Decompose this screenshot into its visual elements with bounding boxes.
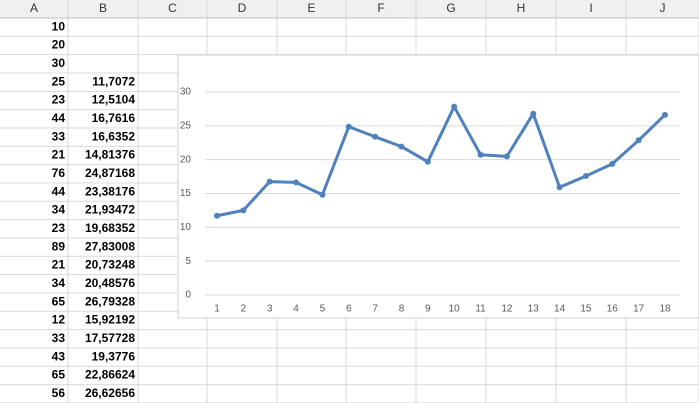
y-tick-label: 15 xyxy=(180,188,192,199)
cell: 16,7616 xyxy=(92,111,136,125)
column-header: I xyxy=(589,1,592,15)
cell: 65 xyxy=(52,368,66,382)
y-tick-label: 20 xyxy=(180,154,192,165)
cell: 76 xyxy=(52,166,66,180)
cell: 14,81376 xyxy=(85,148,135,162)
point xyxy=(556,184,563,191)
x-tick-label: 2 xyxy=(241,304,247,315)
point xyxy=(214,212,220,219)
x-tick-label: 7 xyxy=(372,304,378,315)
x-tick-label: 12 xyxy=(501,304,513,315)
cell: 30 xyxy=(52,56,66,70)
column-header: E xyxy=(307,1,315,15)
point xyxy=(293,179,300,186)
column-header: B xyxy=(99,1,107,15)
chart-area[interactable] xyxy=(177,54,699,319)
cell: 20,73248 xyxy=(85,258,135,272)
x-tick-label: 14 xyxy=(554,304,566,315)
cell: 65 xyxy=(52,294,66,308)
column-header-bar xyxy=(0,0,699,18)
point xyxy=(451,103,458,110)
cell: 25 xyxy=(52,74,66,88)
y-tick-label: 5 xyxy=(185,256,191,267)
cell: 19,68352 xyxy=(85,221,135,235)
x-tick-label: 3 xyxy=(267,304,273,315)
x-tick-label: 10 xyxy=(449,304,461,315)
column-header: D xyxy=(238,1,247,15)
cell: 16,6352 xyxy=(92,129,136,143)
cell: 12 xyxy=(52,313,66,327)
point xyxy=(345,123,352,130)
cell: 15,92192 xyxy=(85,313,135,327)
column-header: G xyxy=(446,1,455,15)
cell: 23 xyxy=(52,221,66,235)
point xyxy=(424,158,431,165)
cell: 10 xyxy=(52,19,66,33)
y-tick-label: 0 xyxy=(185,290,191,301)
y-tick-label: 10 xyxy=(180,222,192,233)
column-header: H xyxy=(517,1,526,15)
line xyxy=(216,105,667,218)
point xyxy=(477,151,484,158)
cell: 26,62656 xyxy=(85,386,135,400)
cell: 26,79328 xyxy=(85,294,135,308)
cell: 34 xyxy=(52,203,66,217)
point xyxy=(240,207,247,214)
column-header: A xyxy=(30,1,38,15)
x-tick-label: 9 xyxy=(425,304,431,315)
cell: 44 xyxy=(52,111,66,125)
column-header: C xyxy=(168,1,177,15)
cell: 21,93472 xyxy=(85,203,135,217)
x-tick-label: 13 xyxy=(528,304,540,315)
point xyxy=(266,178,273,185)
x-tick-label: 4 xyxy=(293,304,299,315)
point xyxy=(503,153,510,160)
column-header: J xyxy=(660,1,666,15)
cell: 20 xyxy=(52,38,66,52)
cell: 56 xyxy=(52,386,66,400)
x-tick-label: 1 xyxy=(214,304,220,315)
cell: 22,86624 xyxy=(85,368,135,382)
y-tick-label: 30 xyxy=(180,87,192,98)
cell: 12,5104 xyxy=(92,93,136,107)
cell: 33 xyxy=(52,331,66,345)
cell: 20,48576 xyxy=(85,276,135,290)
point xyxy=(372,133,379,140)
cell: 33 xyxy=(52,129,66,143)
cell: 19,3776 xyxy=(92,349,136,363)
point xyxy=(662,111,668,118)
point xyxy=(609,160,616,167)
point xyxy=(398,143,405,150)
x-tick-label: 8 xyxy=(399,304,405,315)
cell: 43 xyxy=(52,349,66,363)
point xyxy=(582,173,589,180)
x-tick-label: 11 xyxy=(475,304,486,315)
x-tick-label: 18 xyxy=(659,304,671,315)
cell: 27,83008 xyxy=(85,239,135,253)
cell: 17,57728 xyxy=(85,331,135,345)
x-tick-label: 16 xyxy=(607,304,619,315)
cell: 23 xyxy=(52,93,66,107)
cell: 11,7072 xyxy=(92,74,135,88)
column-header: F xyxy=(377,1,384,15)
cell: 21 xyxy=(52,258,66,272)
cell: 89 xyxy=(52,239,66,253)
x-tick-label: 5 xyxy=(320,304,326,315)
y-tick-label: 25 xyxy=(180,120,192,131)
point xyxy=(530,110,537,117)
cell: 23,38176 xyxy=(85,184,135,198)
cell: 21 xyxy=(52,148,66,162)
x-tick-label: 15 xyxy=(580,304,592,315)
cell: 24,87168 xyxy=(85,166,135,180)
point xyxy=(319,191,326,198)
x-tick-label: 6 xyxy=(346,304,352,315)
point xyxy=(635,137,642,144)
cell: 34 xyxy=(52,276,66,290)
x-tick-label: 17 xyxy=(633,304,645,315)
cell: 44 xyxy=(52,184,66,198)
